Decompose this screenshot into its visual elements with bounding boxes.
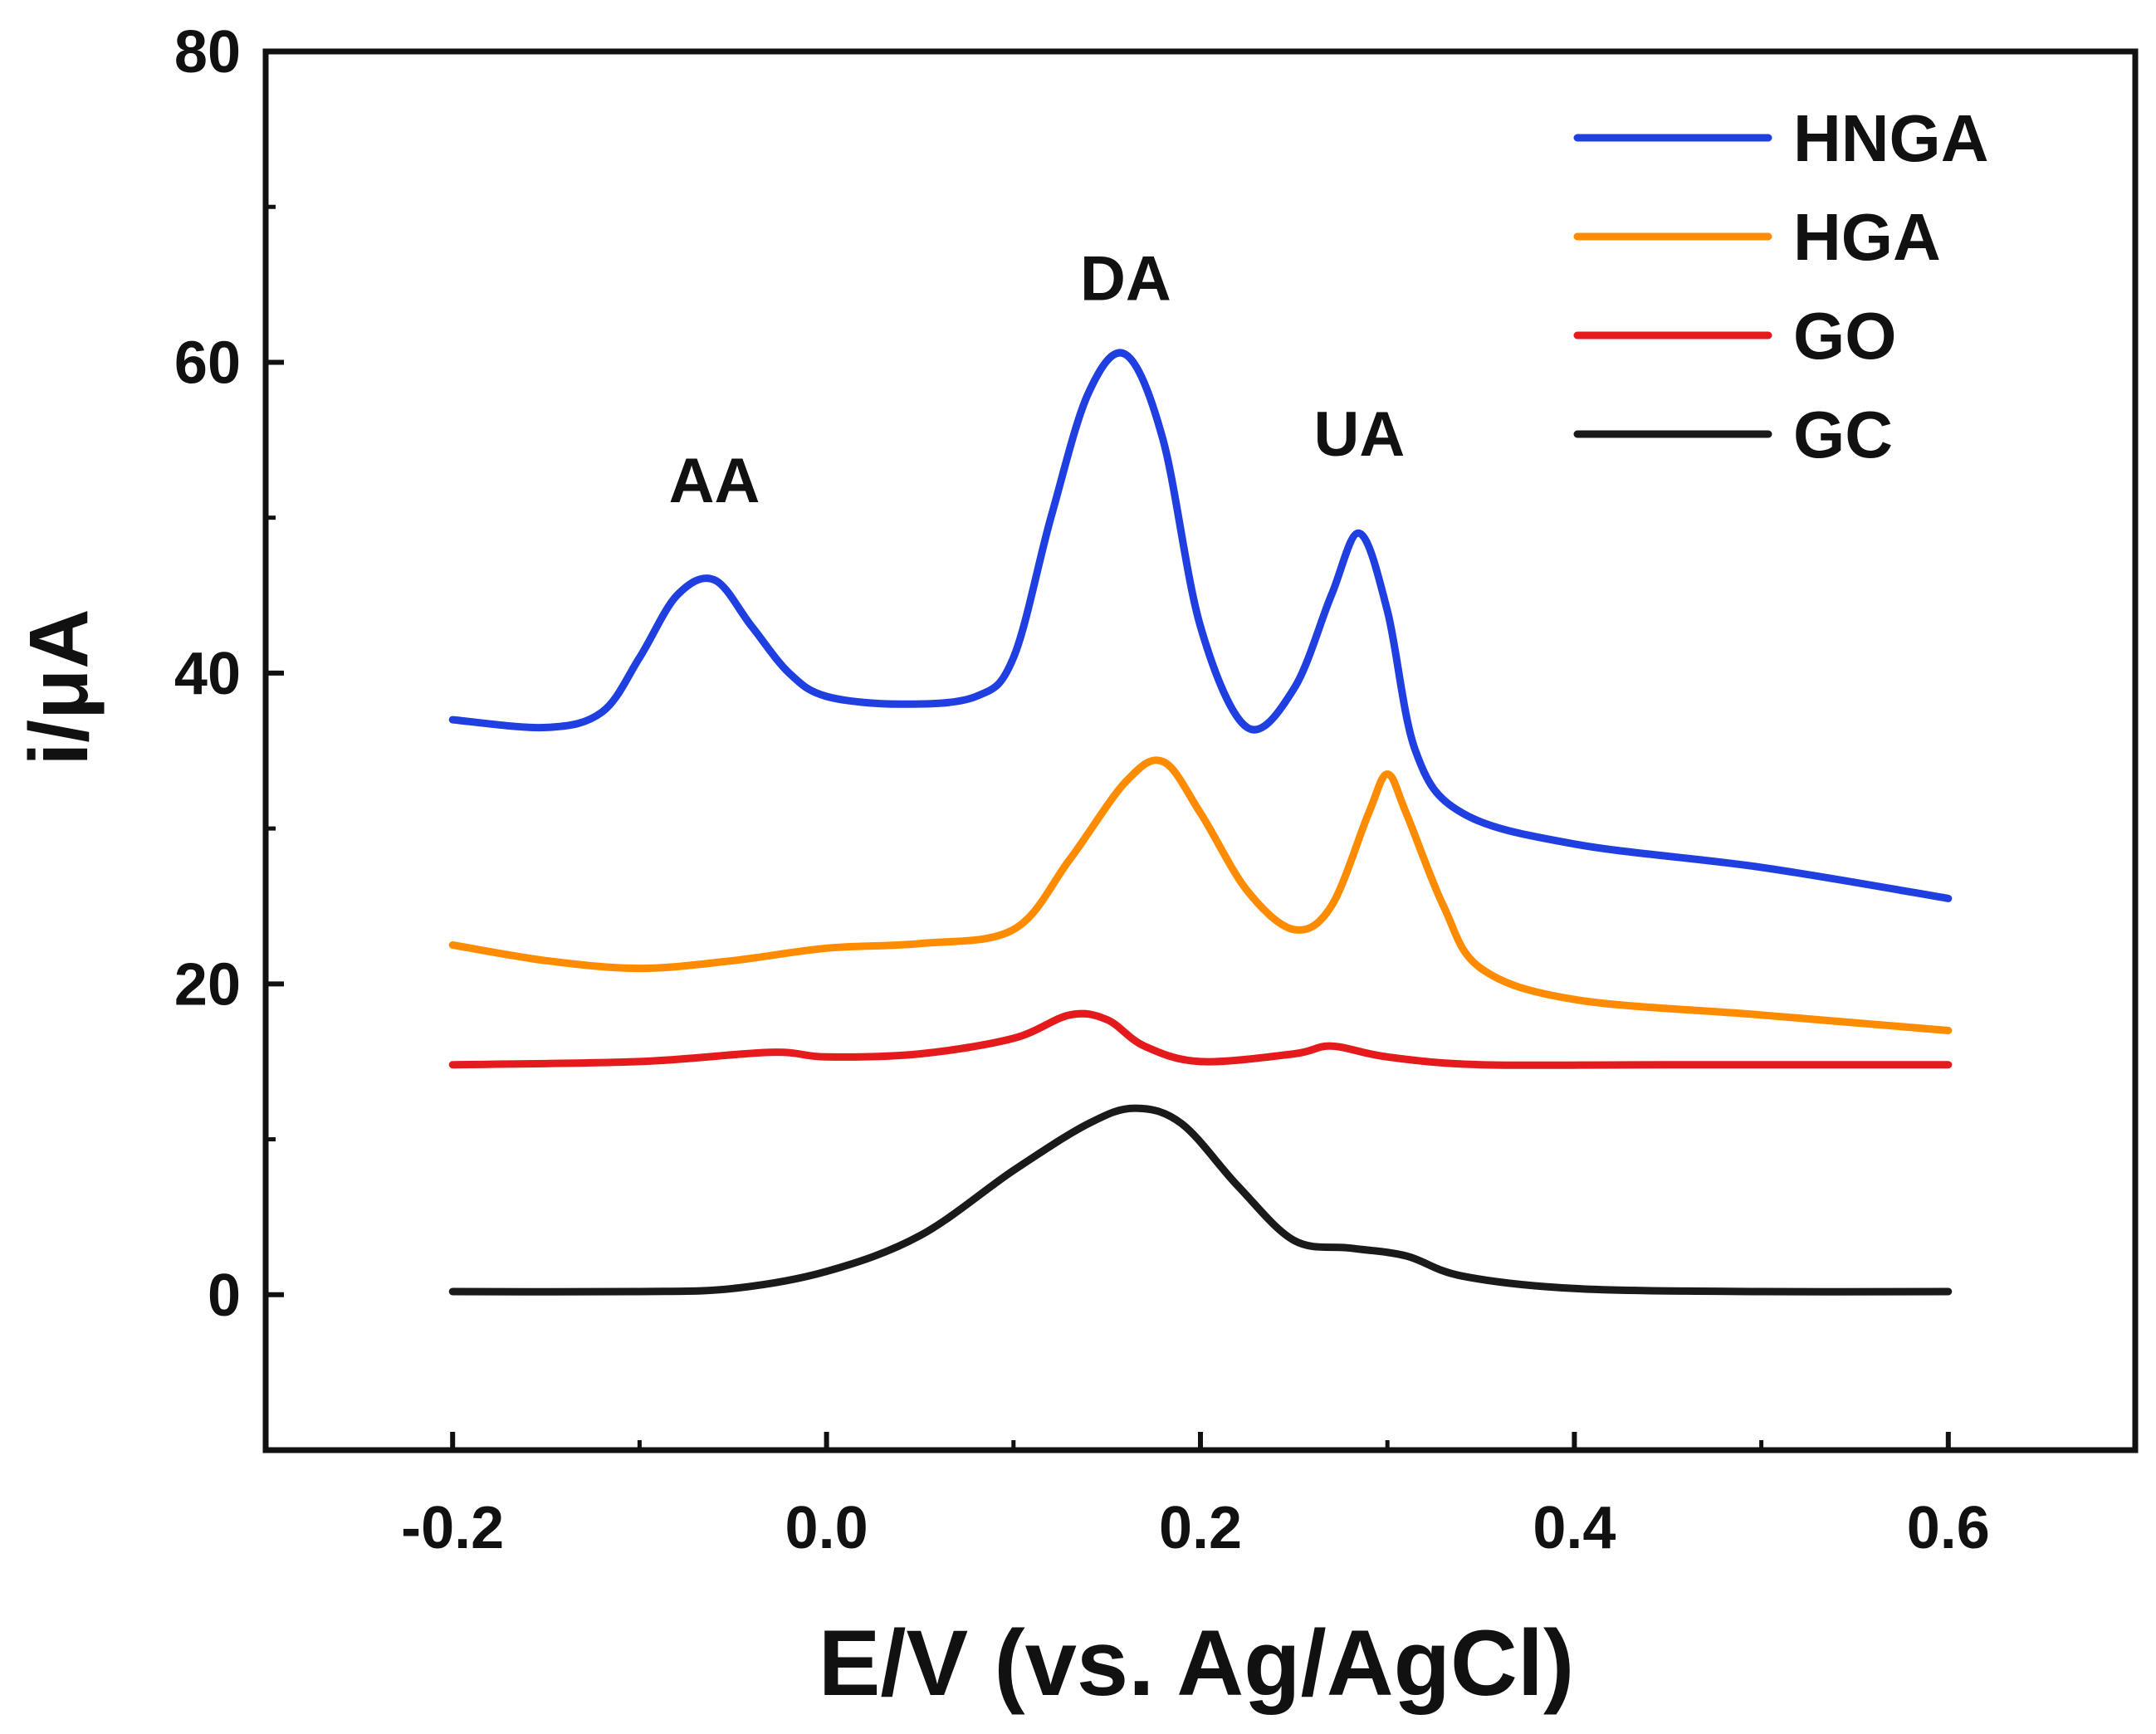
x-tick-label: 0.2 [1159, 1495, 1242, 1561]
series-line-go [448, 1009, 1953, 1069]
legend-label-gc: GC [1793, 398, 1893, 471]
series-line-hga [448, 756, 1953, 1034]
y-axis-title: i/μA [12, 609, 105, 766]
x-axis-title: E/V (vs. Ag/AgCl) [819, 1611, 1575, 1715]
annotation-ua: UA [1314, 399, 1406, 470]
y-tick-label: 0 [208, 1263, 241, 1329]
legend: HNGA HGA GO GC [1573, 101, 1989, 471]
series-lines [448, 349, 1953, 1296]
legend-label-hga: HGA [1793, 200, 1941, 274]
series-line-hnga [448, 349, 1953, 902]
x-axis-ticks: -0.2 0.0 0.2 0.4 0.6 [401, 1432, 1990, 1561]
y-tick-label: 60 [174, 330, 241, 396]
peak-annotations: AA DA UA [669, 244, 1406, 516]
x-tick-label: 0.6 [1907, 1495, 1990, 1561]
y-axis-ticks: 0 20 40 60 80 [174, 19, 284, 1329]
x-tick-label: 0.0 [785, 1495, 868, 1561]
annotation-aa: AA [669, 446, 760, 516]
y-tick-label: 80 [174, 19, 241, 85]
y-tick-label: 20 [174, 951, 241, 1018]
legend-label-hnga: HNGA [1793, 101, 1989, 175]
y-tick-label: 40 [174, 641, 241, 707]
annotation-da: DA [1080, 244, 1171, 315]
series-line-gc [448, 1104, 1953, 1296]
x-tick-label: 0.4 [1533, 1495, 1616, 1561]
x-tick-label: -0.2 [401, 1495, 504, 1561]
legend-label-go: GO [1793, 299, 1896, 373]
